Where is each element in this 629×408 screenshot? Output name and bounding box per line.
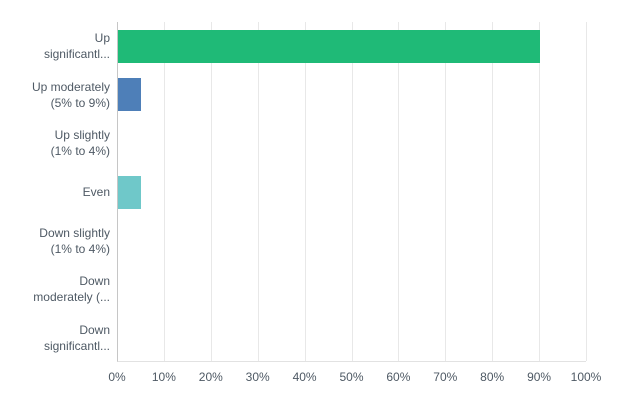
category-label-line: Up	[94, 31, 110, 46]
x-axis-tick-label: 100%	[570, 370, 602, 384]
bar-0	[118, 29, 541, 63]
category-label: Up slightly (1% to 4%)	[0, 119, 110, 168]
x-axis-tick-label: 30%	[245, 370, 270, 384]
plot-area	[117, 22, 587, 362]
category-label: Up moderately (5% to 9%)	[0, 71, 110, 120]
category-label: Even	[0, 168, 110, 217]
gridline	[351, 22, 353, 361]
category-label-line: Up slightly	[54, 128, 110, 143]
category-label-line: Down	[79, 322, 110, 337]
x-axis-tick-label: 60%	[386, 370, 411, 384]
category-label-line: moderately (...	[33, 290, 110, 305]
gridline	[586, 22, 587, 361]
category-label: Down moderately (...	[0, 265, 110, 314]
category-label-line: Down slightly	[39, 225, 110, 240]
gridline	[257, 22, 259, 361]
x-axis-tick-label: 70%	[433, 370, 458, 384]
gridline	[304, 22, 306, 361]
bar-3	[118, 175, 142, 209]
category-label-line: (5% to 9%)	[50, 95, 110, 110]
x-axis-tick-label: 90%	[527, 370, 552, 384]
category-label-line: significantl...	[43, 338, 110, 353]
category-label: Up significantl...	[0, 22, 110, 71]
gridline	[210, 22, 212, 361]
gridline	[398, 22, 400, 361]
x-axis-tick-label: 0%	[108, 370, 126, 384]
category-label: Down slightly (1% to 4%)	[0, 216, 110, 265]
category-label: Down significantl...	[0, 313, 110, 362]
category-label-line: significantl...	[43, 47, 110, 62]
category-label-line: Up moderately	[31, 79, 110, 94]
category-label-line: (1% to 4%)	[50, 144, 110, 159]
x-axis-tick-label: 10%	[151, 370, 176, 384]
gridline	[445, 22, 447, 361]
bar-1	[118, 78, 142, 112]
category-label-line: Even	[82, 184, 110, 199]
gridline	[492, 22, 494, 361]
x-axis-tick-label: 80%	[480, 370, 505, 384]
x-axis-tick-label: 50%	[339, 370, 364, 384]
gridline	[163, 22, 165, 361]
category-label-line: (1% to 4%)	[50, 241, 110, 256]
x-axis-tick-label: 20%	[198, 370, 223, 384]
x-axis-tick-label: 40%	[292, 370, 317, 384]
category-label-line: Down	[79, 274, 110, 289]
gridline	[539, 22, 541, 361]
